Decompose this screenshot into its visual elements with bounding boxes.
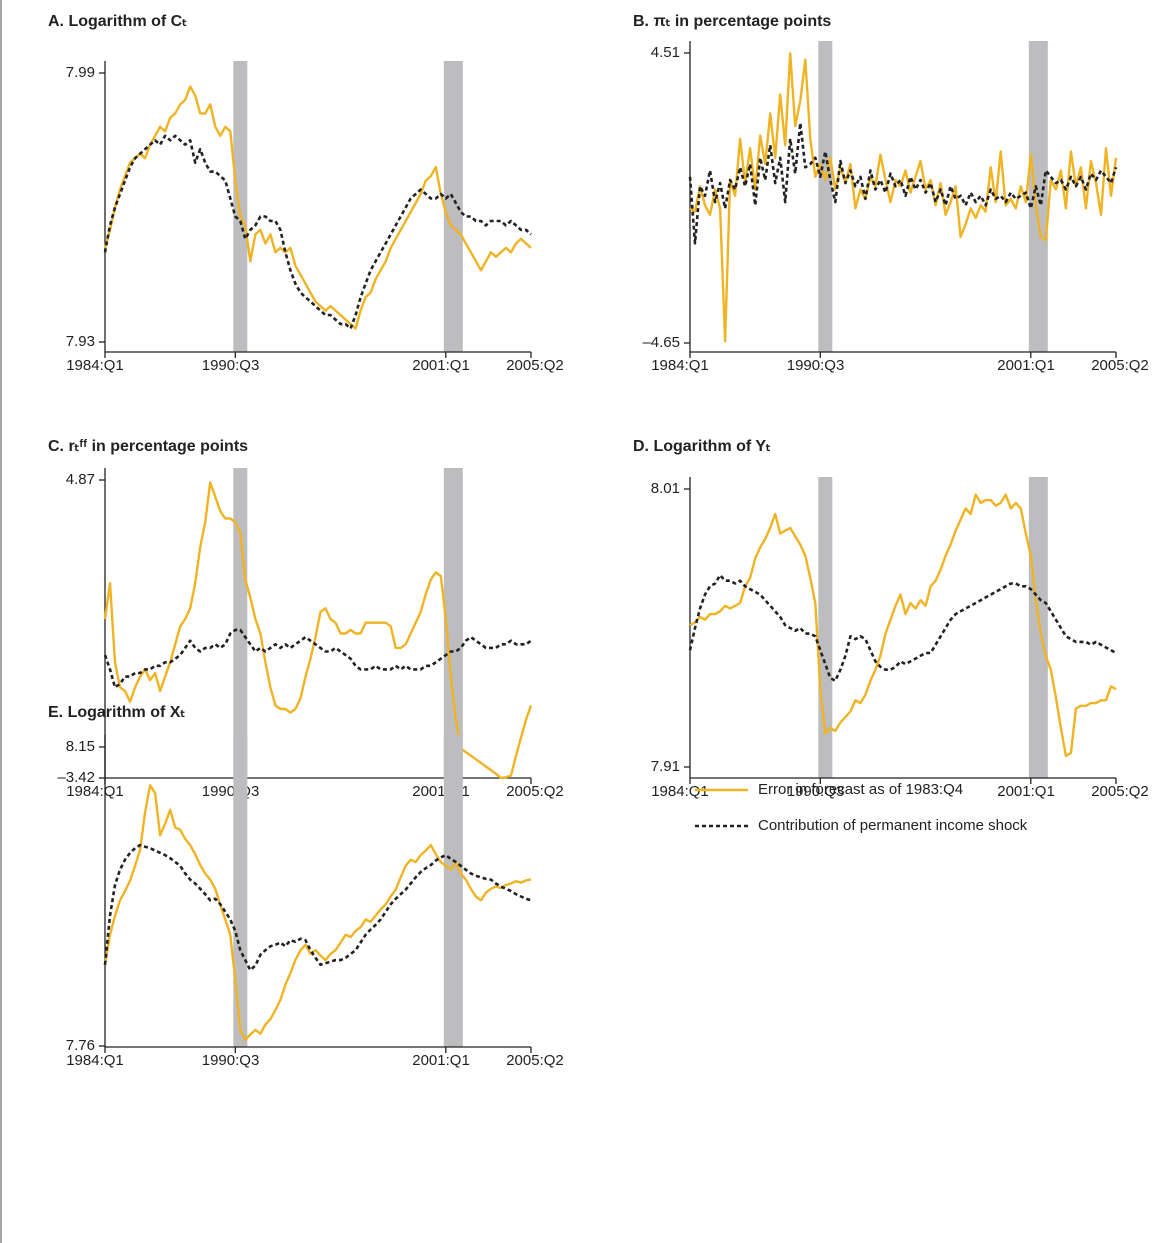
x-tick-label: 2005:Q2 xyxy=(506,1052,564,1069)
solid-line xyxy=(103,784,532,1042)
x-tick-label: 1990:Q3 xyxy=(787,783,845,800)
legend-label: Error in forecast as of 1983:Q4 xyxy=(758,781,963,798)
x-tick-label: 2005:Q2 xyxy=(1091,357,1149,374)
dashed-line xyxy=(688,121,1118,245)
panel-title: E. Logarithm of Xₜ xyxy=(48,704,185,721)
y-tick-label: 7.99 xyxy=(66,64,95,81)
dashed-line xyxy=(688,573,1117,683)
recession-band xyxy=(233,61,248,352)
x-tick-label: 2001:Q1 xyxy=(412,1052,470,1069)
panel-title: A. Logarithm of Cₜ xyxy=(48,13,187,30)
x-tick-label: 1990:Q3 xyxy=(787,357,845,374)
x-tick-label: 1984:Q1 xyxy=(66,357,124,374)
panel-title: B. πₜ in percentage points xyxy=(633,13,831,30)
recession-band xyxy=(233,468,248,778)
dashed-line xyxy=(103,134,532,330)
x-tick-label: 2005:Q2 xyxy=(1091,783,1149,800)
y-tick-label: 4.51 xyxy=(651,44,680,61)
x-tick-label: 1984:Q1 xyxy=(651,357,709,374)
y-tick-label: 7.76 xyxy=(66,1037,95,1054)
recession-band xyxy=(443,61,463,352)
x-tick-label: 1990:Q3 xyxy=(202,357,260,374)
dashed-line xyxy=(103,843,532,972)
y-tick-label: 8.01 xyxy=(651,480,680,497)
recession-band xyxy=(443,468,463,778)
recession-band xyxy=(1028,477,1048,778)
x-tick-label: 2005:Q2 xyxy=(506,783,564,800)
x-tick-label: 2005:Q2 xyxy=(506,357,564,374)
solid-line xyxy=(689,493,1117,758)
x-tick-label: 2001:Q1 xyxy=(997,783,1055,800)
x-tick-label: 1984:Q1 xyxy=(651,783,709,800)
solid-line xyxy=(689,52,1118,343)
recession-band xyxy=(233,735,248,1047)
y-tick-label: –3.42 xyxy=(57,769,95,786)
solid-line xyxy=(103,481,533,780)
x-tick-label: 1984:Q1 xyxy=(66,783,124,800)
x-tick-label: 2001:Q1 xyxy=(412,357,470,374)
y-tick-label: 7.91 xyxy=(651,758,680,775)
panel-title: D. Logarithm of Yₜ xyxy=(633,438,771,455)
y-tick-label: 8.15 xyxy=(66,738,95,755)
panel-title: C. rₜᶠᶠ in percentage points xyxy=(48,438,248,455)
solid-line xyxy=(103,85,532,330)
dashed-line xyxy=(103,628,532,689)
y-tick-label: 4.87 xyxy=(66,471,95,488)
x-tick-label: 1984:Q1 xyxy=(66,1052,124,1069)
x-tick-label: 1990:Q3 xyxy=(202,783,260,800)
y-tick-label: 7.93 xyxy=(66,333,95,350)
recession-band xyxy=(818,41,833,352)
recession-band xyxy=(443,735,463,1047)
x-tick-label: 1990:Q3 xyxy=(202,1052,260,1069)
x-tick-label: 2001:Q1 xyxy=(997,357,1055,374)
legend-label: Contribution of permanent income shock xyxy=(758,817,1028,834)
y-tick-label: –4.65 xyxy=(642,334,680,351)
